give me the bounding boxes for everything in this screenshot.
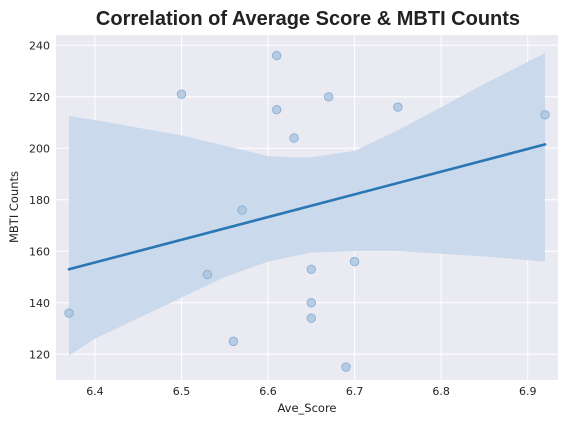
scatter-point xyxy=(306,298,317,308)
regression-line-group xyxy=(67,143,547,271)
scatter-point xyxy=(341,362,351,372)
scatter-point xyxy=(349,256,360,267)
scatter-point xyxy=(323,92,334,102)
scatter-point xyxy=(306,313,317,323)
x-axis-label: Ave_Score xyxy=(277,401,336,415)
scatter-point xyxy=(228,336,239,347)
scatter-point xyxy=(272,50,282,61)
scatter-point xyxy=(202,269,213,280)
x-tick-label: 6.9 xyxy=(519,385,537,398)
y-tick-label: 220 xyxy=(29,91,50,104)
scatter-points xyxy=(64,50,550,372)
y-tick-label: 200 xyxy=(29,142,50,155)
confidence-band-area xyxy=(69,53,545,356)
confidence-band xyxy=(69,53,545,356)
chart-title: Correlation of Average Score & MBTI Coun… xyxy=(96,8,520,30)
y-axis-label: MBTI Counts xyxy=(7,171,21,243)
x-tick-label: 6.7 xyxy=(346,385,364,398)
x-tick-label: 6.6 xyxy=(259,385,277,398)
y-tick-label: 240 xyxy=(29,39,50,52)
x-tick-label: 6.5 xyxy=(173,385,191,398)
y-tick-label: 120 xyxy=(29,348,50,361)
scatter-point xyxy=(306,264,317,274)
y-tick-label: 180 xyxy=(29,194,50,207)
scatter-point xyxy=(289,133,299,143)
x-tick-label: 6.8 xyxy=(432,385,450,398)
x-tick-label: 6.4 xyxy=(86,385,104,398)
x-tick-labels: 6.4 6.5 6.6 6.7 6.8 6.9 xyxy=(86,385,536,398)
scatter-point xyxy=(540,110,550,120)
y-tick-label: 140 xyxy=(29,297,50,310)
scatter-point xyxy=(272,104,282,115)
scatter-point xyxy=(237,205,247,215)
regression-line xyxy=(67,143,547,271)
y-tick-label: 160 xyxy=(29,245,50,258)
scatter-point xyxy=(393,102,403,112)
scatter-point xyxy=(64,308,74,318)
y-tick-labels: 120 140 160 180 200 220 240 xyxy=(29,39,50,361)
scatter-point xyxy=(176,89,187,99)
